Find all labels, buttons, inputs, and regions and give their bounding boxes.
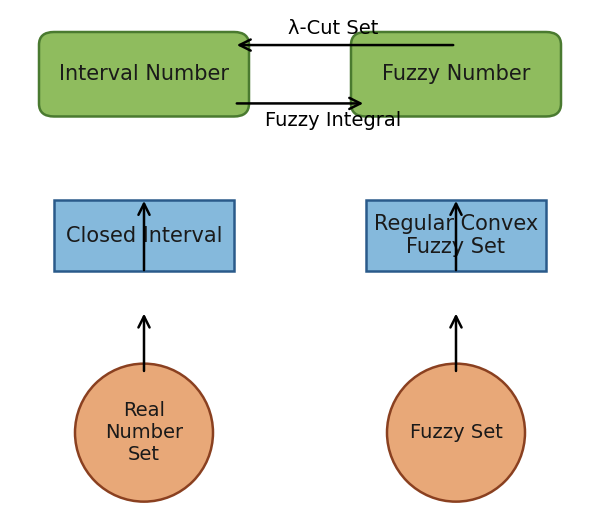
Text: Fuzzy Set: Fuzzy Set [410, 423, 502, 442]
Text: Fuzzy Integral: Fuzzy Integral [265, 111, 401, 130]
Text: Real
Number
Set: Real Number Set [105, 401, 183, 464]
FancyBboxPatch shape [366, 200, 546, 271]
Text: Interval Number: Interval Number [59, 64, 229, 84]
Ellipse shape [387, 364, 525, 502]
FancyBboxPatch shape [54, 200, 234, 271]
FancyBboxPatch shape [39, 32, 249, 117]
Text: Closed Interval: Closed Interval [66, 225, 222, 246]
Text: Regular Convex
Fuzzy Set: Regular Convex Fuzzy Set [374, 214, 538, 257]
Text: Fuzzy Number: Fuzzy Number [382, 64, 530, 84]
FancyBboxPatch shape [351, 32, 561, 117]
Ellipse shape [75, 364, 213, 502]
Text: λ-Cut Set: λ-Cut Set [288, 18, 378, 38]
